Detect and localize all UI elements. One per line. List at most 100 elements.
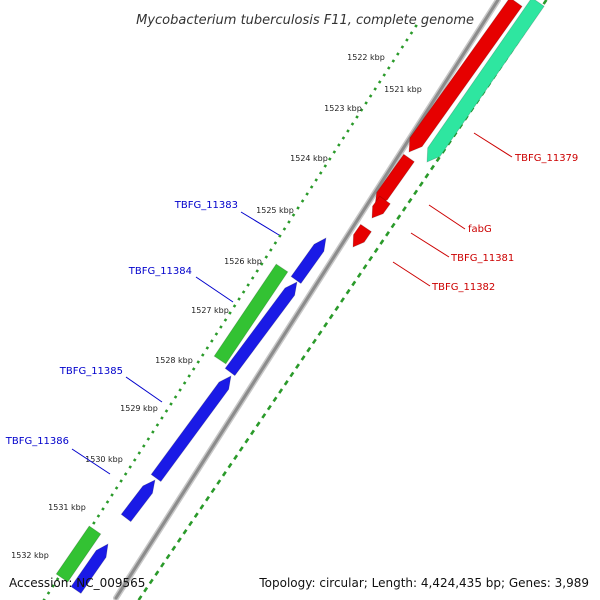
inner-tick-mark bbox=[289, 371, 295, 378]
inner-tick-mark bbox=[379, 239, 385, 245]
outer-tick-mark bbox=[55, 577, 60, 581]
inner-tick-mark bbox=[407, 197, 413, 204]
outer-tick-mark bbox=[337, 143, 341, 147]
tick-label: 1521 kbp bbox=[384, 85, 422, 94]
outer-tick-mark bbox=[414, 24, 418, 28]
outer-tick-mark bbox=[346, 129, 350, 133]
tick-label: 1528 kbp bbox=[155, 356, 193, 365]
inner-tick-mark bbox=[430, 164, 435, 171]
tick-label: 1531 kbp bbox=[48, 503, 86, 512]
inner-tick-mark bbox=[278, 388, 284, 394]
outer-tick-mark bbox=[151, 430, 155, 434]
gene-label-tbfg-11384[interactable]: TBFG_11384 bbox=[128, 266, 192, 277]
outer-tick-mark bbox=[318, 171, 323, 175]
label-leader-fabg bbox=[428, 204, 466, 230]
label-leader-tbfg-11385 bbox=[125, 376, 163, 403]
inner-tick-mark bbox=[227, 462, 233, 469]
outer-tick-mark bbox=[400, 45, 405, 49]
inner-tick-mark bbox=[176, 537, 182, 543]
inner-tick-mark bbox=[255, 421, 261, 427]
gene-tbfg-11381 bbox=[371, 195, 391, 219]
outer-tick-mark bbox=[164, 409, 169, 413]
gene-label-tbfg-11383[interactable]: TBFG_11383 bbox=[174, 200, 238, 211]
gene-label-tbfg-11385[interactable]: TBFG_11385 bbox=[59, 366, 123, 377]
gene-label-tbfg-11382[interactable]: TBFG_11382 bbox=[431, 282, 495, 293]
tick-label: 1525 kbp bbox=[256, 206, 294, 215]
gene-label-tbfg-11379[interactable]: TBFG_11379 bbox=[514, 153, 578, 164]
map-title: Mycobacterium tuberculosis F11, complete… bbox=[136, 13, 474, 28]
inner-tick-mark bbox=[401, 206, 407, 212]
outer-tick-mark bbox=[323, 164, 328, 168]
tick-label: 1524 kbp bbox=[290, 154, 328, 163]
outer-tick-mark bbox=[282, 227, 287, 231]
gene-rna-teal bbox=[426, 0, 545, 163]
outer-tick-mark bbox=[296, 206, 300, 210]
inner-tick-mark bbox=[238, 446, 244, 452]
inner-tick-mark bbox=[368, 255, 374, 262]
inner-tick-mark bbox=[340, 297, 345, 303]
gene-label-tbfg-11381[interactable]: TBFG_11381 bbox=[450, 253, 514, 264]
inner-tick-mark bbox=[283, 379, 289, 386]
outer-tick-mark bbox=[92, 521, 96, 525]
outer-tick-mark bbox=[278, 234, 282, 238]
outer-tick-mark bbox=[259, 262, 264, 266]
tick-label: 1530 kbp bbox=[85, 455, 123, 464]
outer-tick-mark bbox=[187, 374, 191, 378]
accession-text: Accession: NC_009565 bbox=[9, 576, 145, 590]
label-leader-tbfg-11386 bbox=[71, 448, 111, 475]
gene-label-tbfg-11386[interactable]: TBFG_11386 bbox=[5, 436, 69, 447]
inner-tick-mark bbox=[221, 471, 227, 477]
gene-tbfg-11379 bbox=[408, 0, 523, 153]
tick-label: 1522 kbp bbox=[347, 53, 385, 62]
inner-tick-mark bbox=[188, 520, 194, 527]
inner-tick-mark bbox=[250, 429, 255, 436]
outer-tick-mark bbox=[305, 192, 309, 196]
outer-tick-mark bbox=[114, 486, 119, 490]
inner-tick-mark bbox=[418, 181, 424, 187]
outer-tick-mark bbox=[173, 395, 178, 399]
outer-tick-mark bbox=[355, 115, 359, 119]
tick-label: 1532 kbp bbox=[11, 551, 49, 560]
inner-tick-mark bbox=[413, 189, 419, 196]
outer-tick-mark bbox=[105, 500, 110, 504]
inner-tick-mark bbox=[306, 346, 312, 353]
tick-label: 1523 kbp bbox=[324, 104, 362, 113]
outer-tick-mark bbox=[137, 451, 142, 455]
outer-tick-mark bbox=[196, 360, 201, 364]
inner-tick-mark bbox=[390, 222, 396, 229]
outer-tick-mark bbox=[405, 38, 409, 42]
outer-tick-mark bbox=[128, 465, 132, 469]
outer-tick-mark bbox=[96, 514, 101, 518]
gene-tbfg-11383 bbox=[290, 237, 327, 285]
outer-tick-mark bbox=[386, 66, 391, 70]
label-leader-tbfg-11383 bbox=[240, 211, 280, 236]
gene-label-fabg[interactable]: fabG bbox=[468, 224, 492, 235]
inner-tick-mark bbox=[154, 570, 160, 576]
inner-tick-mark bbox=[137, 595, 143, 600]
label-leader-tbfg-11381 bbox=[410, 232, 450, 258]
inner-tick-mark bbox=[345, 288, 351, 295]
inner-tick-mark bbox=[216, 479, 222, 485]
outer-tick-mark bbox=[273, 241, 278, 245]
inner-tick-mark bbox=[323, 322, 329, 328]
inner-tick-mark bbox=[171, 545, 177, 552]
inner-tick-mark bbox=[182, 528, 188, 535]
inner-tick-mark bbox=[244, 437, 250, 444]
tick-label: 1526 kbp bbox=[224, 257, 262, 266]
label-leader-tbfg-11384 bbox=[195, 276, 234, 303]
outer-tick-mark bbox=[269, 248, 273, 252]
label-leader-tbfg-11382 bbox=[392, 261, 431, 287]
tick-label: 1529 kbp bbox=[120, 404, 158, 413]
inner-tick-mark bbox=[165, 553, 171, 560]
outer-tick-mark bbox=[241, 290, 246, 294]
outer-tick-mark bbox=[132, 458, 137, 462]
inner-tick-mark bbox=[272, 396, 278, 403]
outer-tick-mark bbox=[214, 332, 219, 336]
inner-tick-mark bbox=[328, 313, 334, 320]
backbone-layer bbox=[113, 0, 501, 600]
feature-layer bbox=[55, 0, 545, 594]
outer-tick-mark bbox=[146, 437, 151, 441]
inner-tick-mark bbox=[199, 504, 205, 510]
outer-tick-mark bbox=[237, 297, 241, 301]
